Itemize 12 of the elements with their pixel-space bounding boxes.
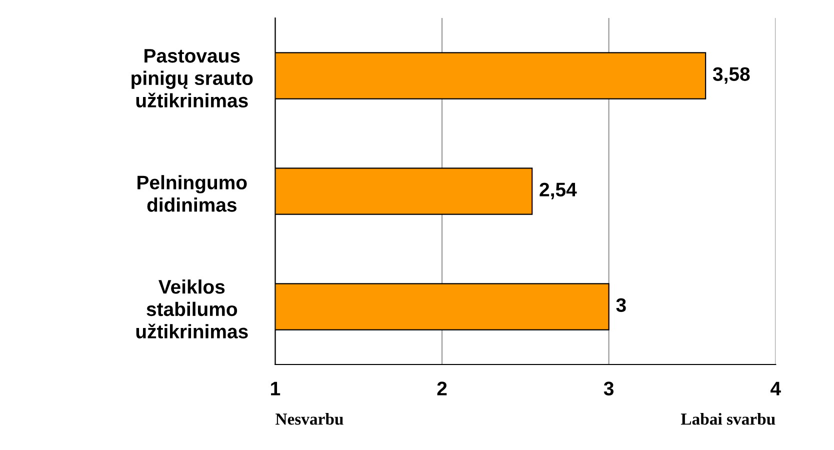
- data-label: 3,58: [712, 67, 750, 84]
- y-tick-label: Pastovaus pinigų srauto užtikrinimas: [132, 49, 253, 108]
- x-tick-label: 2: [437, 382, 447, 396]
- y-tick-label: Veiklos stabilumo užtikrinimas: [136, 279, 248, 338]
- x-tick-label: 3: [604, 382, 614, 396]
- x-tick-label: 1: [271, 382, 280, 396]
- data-label: 3: [616, 298, 626, 312]
- text: Labai svarbu: [680, 413, 776, 425]
- text: Nesvarbu: [276, 413, 344, 425]
- x-tick-label: 4: [770, 382, 781, 396]
- y-tick-label: Pelningumo didinimas: [138, 175, 247, 212]
- data-label: 2,54: [540, 182, 577, 200]
